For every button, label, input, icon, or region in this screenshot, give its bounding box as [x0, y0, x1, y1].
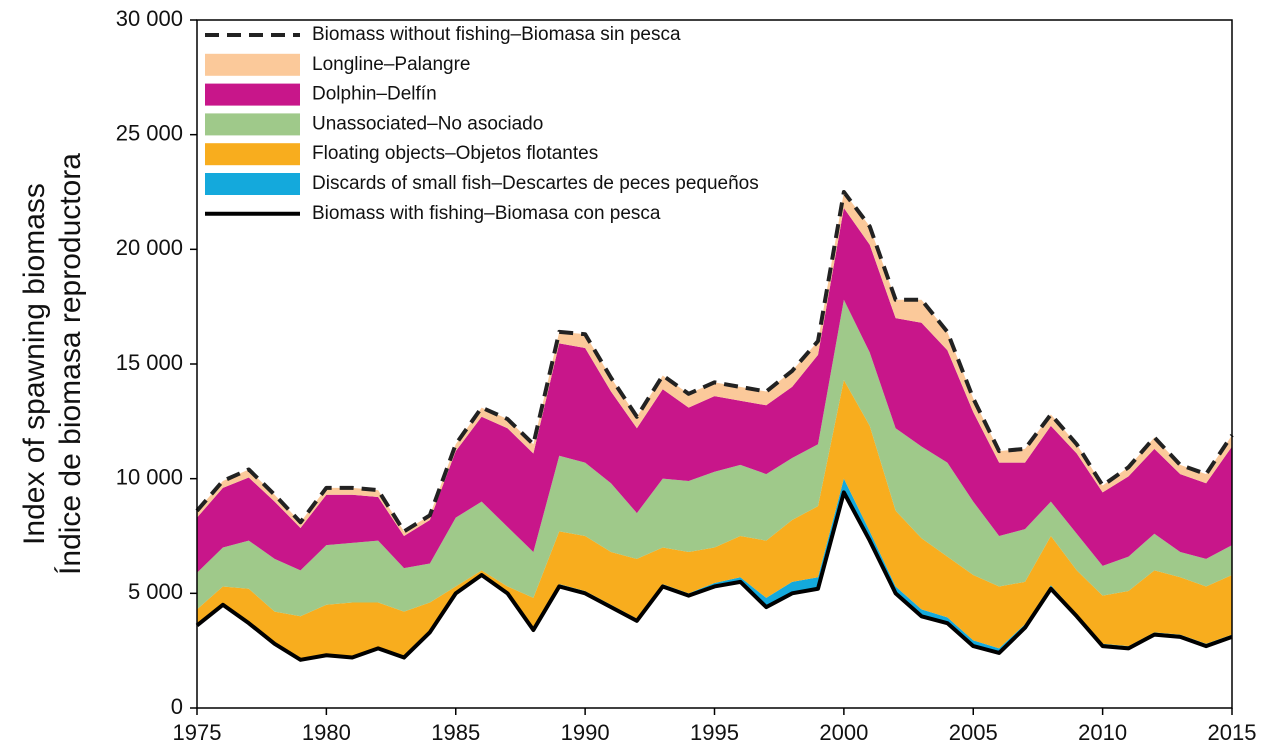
- legend-swatch: [205, 143, 300, 166]
- x-tick-label: 2015: [1208, 720, 1257, 745]
- legend-label: Biomass with fishing–Biomasa con pesca: [312, 203, 661, 224]
- legend-swatch: [205, 53, 300, 76]
- x-tick-label: 2000: [819, 720, 868, 745]
- y-tick-label: 0: [171, 694, 183, 719]
- y-tick-label: 20 000: [116, 235, 183, 260]
- legend-label: Unassociated–No asociado: [312, 113, 543, 134]
- y-tick-label: 5 000: [128, 579, 183, 604]
- legend-label: Floating objects–Objetos flotantes: [312, 143, 598, 164]
- x-tick-label: 1995: [690, 720, 739, 745]
- legend-swatch: [205, 113, 300, 136]
- line: [195, 190, 1234, 534]
- x-tick-label: 1985: [431, 720, 480, 745]
- legend-swatch: [205, 173, 300, 195]
- y-axis-label: Index of spawning biomass: [18, 183, 51, 545]
- legend-swatch: [205, 83, 300, 106]
- line: [195, 490, 1233, 662]
- x-tick-label: 1975: [173, 720, 222, 745]
- y-tick-label: 10 000: [116, 464, 183, 489]
- y-axis-label: Índice de biomasa reproductora: [54, 153, 87, 575]
- x-tick-label: 2005: [949, 720, 998, 745]
- legend-label: Discards of small fish–Descartes de pece…: [312, 173, 759, 194]
- y-tick-label: 25 000: [116, 120, 183, 145]
- area: [197, 380, 1232, 659]
- legend-label: Dolphin–Delfín: [312, 84, 437, 105]
- area: [197, 208, 1232, 573]
- area: [197, 299, 1232, 617]
- legend-label: Longline–Palangre: [312, 54, 470, 75]
- y-tick-label: 15 000: [116, 350, 183, 375]
- y-tick-label: 30 000: [116, 6, 183, 31]
- legend-label: Biomass without fishing–Biomasa sin pesc…: [312, 24, 681, 45]
- x-tick-label: 1980: [302, 720, 351, 745]
- x-tick-label: 1990: [561, 720, 610, 745]
- x-tick-label: 2010: [1078, 720, 1127, 745]
